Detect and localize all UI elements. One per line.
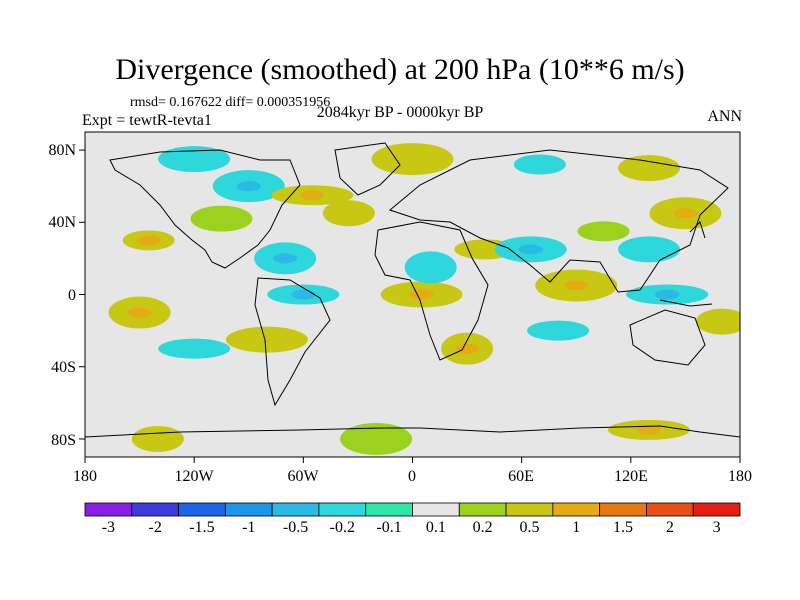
divergence-blob	[371, 143, 454, 176]
coastlines	[85, 142, 740, 438]
colorbar-label: -0.2	[329, 519, 355, 536]
divergence-blob	[190, 205, 253, 232]
lat-label-40s: 40S	[51, 359, 76, 376]
colorbar-label: 1	[572, 519, 581, 536]
colorbar-label: -1.5	[189, 519, 215, 536]
divergence-blob-core	[655, 289, 680, 300]
colorbar-box	[318, 502, 367, 517]
lat-label-80n: 80N	[48, 142, 76, 159]
lon-label-180w: 180	[73, 468, 97, 485]
divergence-blob	[513, 154, 566, 175]
divergence-blob	[322, 200, 375, 227]
divergence-blob-core	[136, 235, 161, 246]
colorbar-box	[646, 502, 694, 517]
colorbar-box	[365, 502, 413, 517]
colorbar-box	[599, 502, 647, 517]
stats-line: rmsd= 0.167622 diff= 0.000351956	[130, 95, 331, 110]
period-label: 2084kyr BP - 0000kyr BP	[316, 104, 484, 121]
figure-title: Divergence (smoothed) at 200 hPa (10**6 …	[115, 53, 685, 86]
divergence-blob-core	[518, 244, 543, 255]
colorbar-label: -0.5	[282, 519, 309, 536]
divergence-blob-core	[673, 208, 698, 219]
divergence-blob	[618, 236, 681, 263]
lon-label-120w: 120W	[174, 468, 214, 485]
divergence-blob-core	[455, 343, 480, 354]
divergence-blob-core	[409, 289, 434, 300]
colorbar-box	[131, 502, 179, 517]
lon-label-120e: 120E	[614, 468, 648, 485]
divergence-blob	[225, 326, 308, 353]
divergence-blob-core	[291, 289, 316, 300]
colorbar-box	[224, 502, 273, 517]
colorbar-box	[178, 502, 226, 517]
colorbar-box	[271, 502, 320, 517]
divergence-field	[108, 143, 740, 455]
colorbar-box	[692, 502, 741, 517]
colorbar-label: 2	[665, 519, 674, 536]
divergence-blob-core	[564, 280, 589, 291]
divergence-blob	[340, 422, 413, 455]
colorbar-box	[505, 502, 554, 517]
divergence-blob	[695, 308, 740, 335]
experiment-label: Expt = tewtR-tevta1	[82, 112, 212, 129]
colorbar-label: -2	[148, 519, 162, 536]
lon-label-60w: 60W	[287, 468, 319, 485]
colorbar-label: 3	[712, 519, 721, 536]
colorbar-label: -3	[101, 519, 116, 536]
colorbar-label: -1	[242, 519, 256, 536]
divergence-blob	[404, 251, 457, 284]
colorbar-label: 0.1	[425, 519, 446, 536]
divergence-blob	[618, 155, 681, 182]
lon-label-180e: 180	[728, 468, 752, 485]
lat-label-80s: 80S	[51, 432, 76, 449]
divergence-blob-core	[637, 424, 662, 435]
divergence-blob-core	[300, 190, 325, 201]
colorbar-box	[84, 502, 133, 517]
lat-label-eq: 0	[68, 287, 76, 304]
lon-label-60e: 60E	[508, 468, 534, 485]
colorbar-label: 0.2	[472, 519, 493, 536]
divergence-blob-core	[127, 307, 152, 318]
season-label: ANN	[707, 108, 742, 125]
divergence-blob	[158, 146, 231, 173]
divergence-blob	[131, 425, 184, 452]
lat-label-40n: 40N	[48, 214, 76, 231]
colorbar-label: 1.5	[613, 519, 634, 536]
colorbar-box	[458, 502, 507, 517]
colorbar-label: 0.5	[519, 519, 540, 536]
divergence-blob	[527, 320, 590, 341]
divergence-blob-core	[236, 181, 261, 192]
divergence-blob-core	[273, 253, 298, 264]
lon-label-0: 0	[408, 468, 416, 485]
divergence-blob	[158, 338, 231, 359]
colorbar-label: -0.1	[376, 519, 402, 536]
colorbar-box	[552, 502, 601, 517]
colorbar-box	[412, 502, 460, 517]
divergence-blob	[577, 221, 630, 242]
